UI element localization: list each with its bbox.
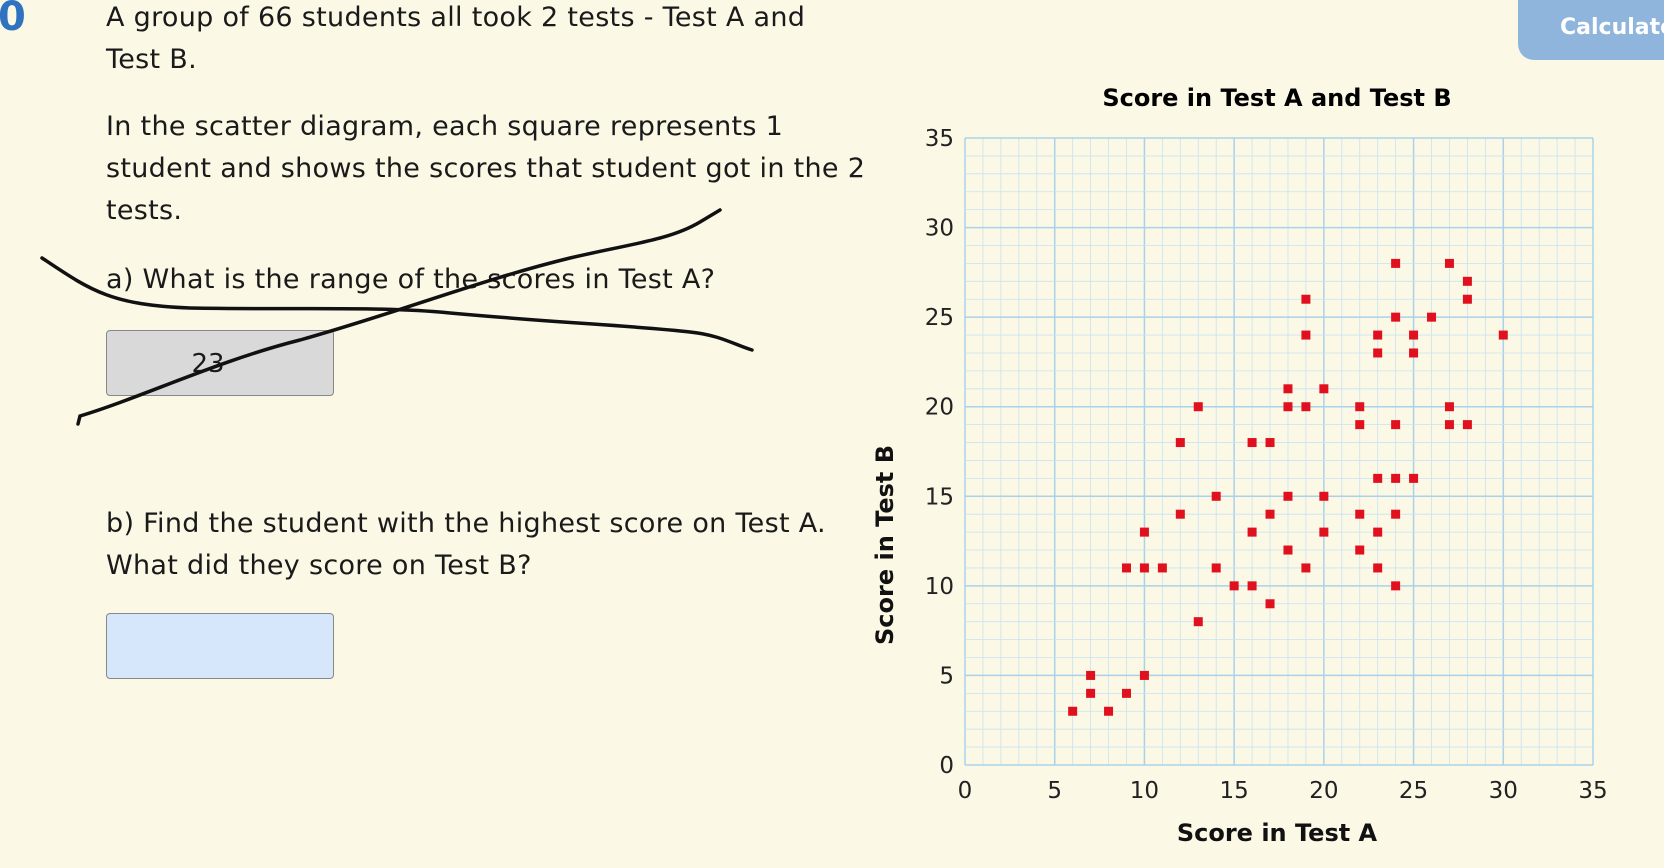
data-point	[1301, 330, 1311, 340]
data-point	[1283, 491, 1293, 501]
part-a-answer-value: 23	[191, 349, 225, 379]
data-point	[1444, 402, 1454, 412]
x-tick-label: 0	[958, 778, 973, 804]
data-point	[1086, 688, 1096, 698]
data-point	[1104, 706, 1114, 716]
data-point	[1283, 384, 1293, 394]
y-tick-label: 30	[925, 216, 954, 242]
data-point	[1068, 706, 1078, 716]
data-point	[1319, 384, 1329, 394]
x-tick-label: 10	[1130, 778, 1159, 804]
scatter-chart: Score in Test A and Test B 0 5 10 15 20 25 30 3…	[871, 84, 1608, 847]
data-point	[1427, 312, 1437, 322]
y-tick-label: 0	[939, 753, 954, 779]
y-tick-label: 20	[925, 395, 954, 421]
data-point	[1139, 527, 1149, 537]
data-point	[1265, 438, 1275, 448]
y-axis-label: Score in Test B	[871, 445, 899, 645]
data-point	[1391, 509, 1401, 519]
data-point	[1193, 617, 1203, 627]
data-point	[1319, 491, 1329, 501]
data-point	[1409, 348, 1419, 358]
data-point	[1462, 420, 1472, 430]
data-point	[1301, 563, 1311, 573]
data-point	[1355, 420, 1365, 430]
data-point	[1391, 473, 1401, 483]
calculator-button[interactable]: Calculator	[1518, 0, 1664, 60]
data-point	[1211, 563, 1221, 573]
chart-points	[1068, 258, 1508, 716]
data-point	[1355, 402, 1365, 412]
data-point	[1175, 438, 1185, 448]
data-point	[1139, 670, 1149, 680]
data-point	[1444, 420, 1454, 430]
x-tick-label: 25	[1399, 778, 1428, 804]
data-point	[1211, 491, 1221, 501]
data-point	[1373, 348, 1383, 358]
data-point	[1175, 509, 1185, 519]
question-intro: A group of 66 students all took 2 tests …	[106, 2, 806, 75]
y-tick-label: 15	[925, 484, 954, 510]
data-point	[1409, 330, 1419, 340]
data-point	[1373, 563, 1383, 573]
data-point	[1121, 688, 1131, 698]
x-tick-label: 20	[1309, 778, 1338, 804]
data-point	[1373, 473, 1383, 483]
data-point	[1319, 527, 1329, 537]
data-point	[1247, 527, 1257, 537]
y-tick-label: 5	[939, 663, 954, 689]
y-tick-label: 10	[925, 574, 954, 600]
data-point	[1157, 563, 1167, 573]
data-point	[1247, 438, 1257, 448]
x-tick-label: 15	[1220, 778, 1249, 804]
data-point	[1283, 545, 1293, 555]
data-point	[1462, 294, 1472, 304]
data-point	[1391, 420, 1401, 430]
data-point	[1391, 312, 1401, 322]
data-point	[1391, 258, 1401, 268]
data-point	[1355, 509, 1365, 519]
data-point	[1139, 563, 1149, 573]
data-point	[1086, 670, 1096, 680]
data-point	[1247, 581, 1257, 591]
part-a-answer-field[interactable]: 23	[106, 330, 334, 396]
x-tick-label: 35	[1578, 778, 1607, 804]
data-point	[1283, 402, 1293, 412]
data-point	[1265, 509, 1275, 519]
data-point	[1355, 545, 1365, 555]
data-point	[1301, 294, 1311, 304]
part-a-prompt: a) What is the range of the scores in Te…	[106, 264, 716, 295]
data-point	[1301, 402, 1311, 412]
question-number: 0	[0, 0, 26, 40]
x-tick-label: 5	[1047, 778, 1062, 804]
chart-ticks: 0 5 10 15 20 25 30 35 0 5 10 15 20 25 30 35	[925, 126, 1608, 804]
data-point	[1229, 581, 1239, 591]
data-point	[1444, 258, 1454, 268]
chart-grid	[964, 137, 1594, 766]
x-tick-label: 30	[1489, 778, 1518, 804]
y-tick-label: 25	[925, 305, 954, 331]
data-point	[1462, 276, 1472, 286]
data-point	[1193, 402, 1203, 412]
data-point	[1373, 330, 1383, 340]
part-b-answer-field[interactable]	[106, 613, 334, 679]
data-point	[1373, 527, 1383, 537]
y-tick-label: 35	[925, 126, 954, 152]
chart-title: Score in Test A and Test B	[1102, 84, 1451, 112]
part-b-prompt: b) Find the student with the highest sco…	[106, 508, 826, 581]
question-explanation: In the scatter diagram, each square repr…	[106, 111, 866, 226]
x-axis-label: Score in Test A	[1177, 819, 1378, 847]
data-point	[1391, 581, 1401, 591]
data-point	[1498, 330, 1508, 340]
data-point	[1265, 599, 1275, 609]
data-point	[1409, 473, 1419, 483]
data-point	[1121, 563, 1131, 573]
